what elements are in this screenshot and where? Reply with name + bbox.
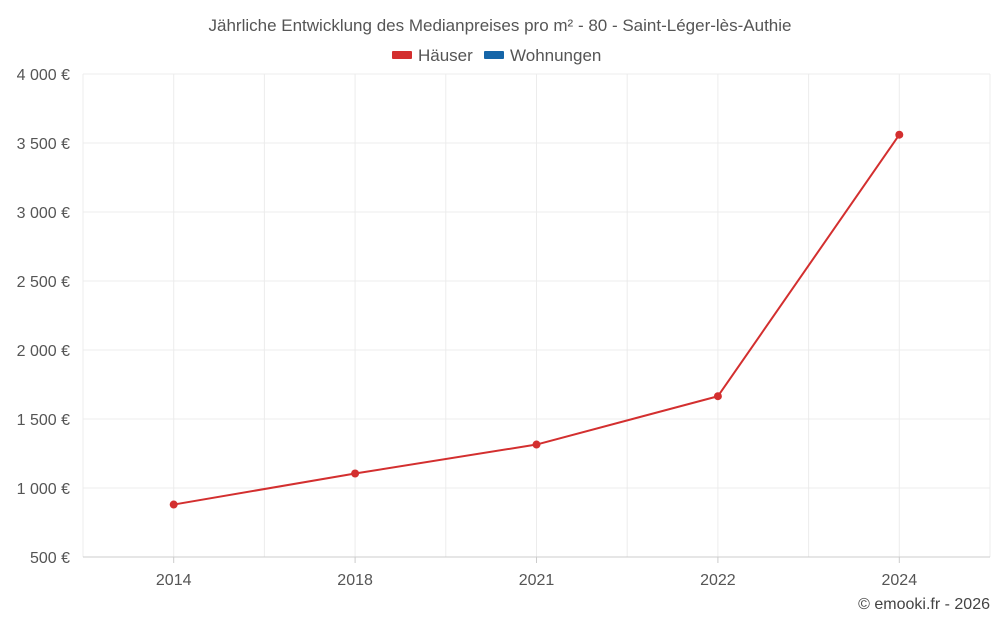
y-tick-label: 1 500 €: [17, 412, 70, 429]
y-tick-label: 3 500 €: [17, 136, 70, 153]
x-tick-label: 2021: [519, 572, 555, 589]
x-axis-ticks: 2014 2018 2021 2022 2024: [156, 557, 917, 589]
data-point[interactable]: [532, 440, 541, 449]
x-gridlines: [82, 74, 991, 557]
legend-swatch-haeuser[interactable]: [392, 51, 412, 59]
y-tick-label: 500 €: [30, 550, 70, 567]
legend-label-wohnungen[interactable]: Wohnungen: [510, 46, 601, 65]
x-tick-label: 2022: [700, 572, 736, 589]
y-tick-label: 4 000 €: [17, 67, 70, 84]
legend-label-haeuser[interactable]: Häuser: [418, 46, 473, 65]
y-tick-label: 2 500 €: [17, 274, 70, 291]
y-axis-ticks: 500 € 1 000 € 1 500 € 2 000 € 2 500 € 3 000 €…: [17, 67, 70, 567]
credit-text: © emooki.fr - 2026: [858, 596, 990, 613]
y-tick-label: 3 000 €: [17, 205, 70, 222]
x-tick-label: 2018: [337, 572, 373, 589]
x-tick-label: 2014: [156, 572, 192, 589]
data-point[interactable]: [169, 500, 178, 509]
legend-swatch-wohnungen[interactable]: [484, 51, 504, 59]
chart-title: Jährliche Entwicklung des Medianpreises …: [209, 16, 792, 35]
data-point[interactable]: [713, 392, 722, 401]
y-tick-label: 2 000 €: [17, 343, 70, 360]
legend[interactable]: Häuser Wohnungen: [392, 46, 601, 65]
data-point[interactable]: [351, 469, 360, 478]
x-tick-label: 2024: [882, 572, 918, 589]
data-point[interactable]: [895, 130, 904, 139]
series-layer: [169, 130, 904, 509]
y-tick-label: 1 000 €: [17, 481, 70, 498]
